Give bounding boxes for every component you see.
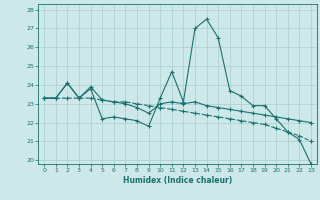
X-axis label: Humidex (Indice chaleur): Humidex (Indice chaleur) <box>123 176 232 185</box>
